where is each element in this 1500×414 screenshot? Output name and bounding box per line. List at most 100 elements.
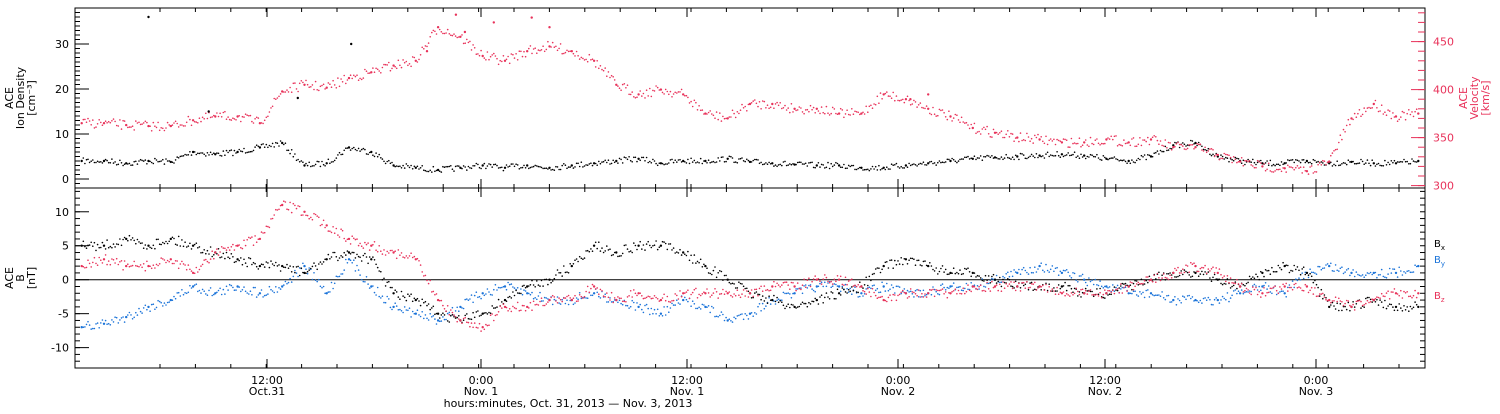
by-point bbox=[747, 318, 750, 320]
bx-point bbox=[728, 281, 731, 284]
by-point bbox=[302, 262, 304, 265]
by-point bbox=[142, 307, 145, 309]
bx-point bbox=[1282, 261, 1284, 264]
velocity-point bbox=[790, 103, 793, 105]
by-point bbox=[820, 281, 823, 284]
velocity-point bbox=[960, 116, 963, 119]
density-point bbox=[739, 157, 742, 160]
bx-point bbox=[1275, 270, 1278, 273]
velocity-point bbox=[305, 79, 307, 82]
density-point bbox=[946, 158, 949, 161]
velocity-point bbox=[679, 91, 681, 93]
by-point bbox=[1315, 273, 1318, 276]
by-point bbox=[1131, 292, 1133, 295]
density-point bbox=[308, 161, 311, 164]
density-point bbox=[263, 146, 266, 148]
bz-point bbox=[825, 276, 828, 279]
bz-point bbox=[1019, 290, 1022, 292]
bx-point bbox=[1415, 303, 1418, 306]
density-point bbox=[599, 162, 602, 165]
velocity-point bbox=[551, 41, 554, 44]
density-point bbox=[837, 164, 841, 167]
by-point bbox=[644, 304, 646, 307]
bx-point bbox=[1380, 301, 1383, 303]
bz-point bbox=[1077, 290, 1079, 293]
bx-point bbox=[1197, 275, 1200, 278]
bx-point bbox=[483, 312, 486, 314]
bx-point bbox=[1210, 280, 1213, 283]
by-point bbox=[814, 290, 816, 293]
by-point bbox=[503, 285, 507, 288]
density-point bbox=[1201, 145, 1203, 148]
bz-point bbox=[1102, 293, 1105, 296]
bx-point bbox=[847, 288, 850, 291]
bx-point bbox=[586, 249, 589, 252]
density-point bbox=[995, 157, 998, 159]
by-point bbox=[368, 287, 371, 289]
density-point bbox=[924, 164, 926, 166]
bx-point bbox=[575, 258, 578, 260]
by-point bbox=[1073, 272, 1076, 275]
legend-sub: y bbox=[1441, 260, 1445, 268]
by-point bbox=[267, 293, 269, 295]
density-point bbox=[1035, 153, 1038, 155]
density-point bbox=[258, 146, 262, 149]
bx-point bbox=[652, 245, 654, 247]
bz-point bbox=[663, 293, 665, 296]
density-point bbox=[1078, 157, 1081, 159]
by-point bbox=[1067, 271, 1069, 274]
bz-point bbox=[666, 295, 669, 298]
bz-point bbox=[609, 299, 611, 301]
bz-point bbox=[1169, 274, 1171, 277]
velocity-point bbox=[730, 116, 732, 118]
bx-point bbox=[362, 254, 365, 257]
bz-point bbox=[1396, 293, 1399, 295]
bx-point bbox=[1288, 271, 1291, 274]
density-point bbox=[815, 164, 818, 167]
bz-point bbox=[1089, 289, 1092, 291]
bz-point bbox=[419, 264, 422, 266]
bx-point bbox=[590, 248, 592, 250]
by-point bbox=[190, 287, 193, 289]
velocity-point bbox=[736, 111, 739, 113]
density-point bbox=[211, 153, 213, 156]
bz-point bbox=[809, 285, 812, 288]
velocity-point bbox=[1159, 140, 1162, 142]
density-point bbox=[486, 165, 489, 167]
velocity-point bbox=[316, 89, 319, 91]
by-point bbox=[414, 312, 417, 315]
bx-point bbox=[1131, 288, 1133, 291]
bx-point bbox=[677, 252, 680, 254]
density-point bbox=[1145, 158, 1147, 161]
by-point bbox=[432, 315, 435, 317]
velocity-outlier-point bbox=[548, 26, 551, 29]
bx-point bbox=[1263, 275, 1265, 278]
density-point bbox=[1139, 158, 1141, 161]
bx-point bbox=[111, 246, 113, 249]
bx-point bbox=[179, 245, 182, 247]
by-point bbox=[367, 283, 369, 285]
bx-point bbox=[1330, 304, 1332, 306]
by-point bbox=[956, 286, 958, 289]
bz-point bbox=[1022, 281, 1025, 284]
by-point bbox=[1091, 279, 1093, 282]
bz-point bbox=[434, 293, 436, 296]
density-point bbox=[219, 154, 221, 157]
bx-point bbox=[1279, 267, 1281, 269]
by-point bbox=[862, 295, 864, 297]
density-point bbox=[730, 155, 732, 158]
bz-point bbox=[668, 300, 670, 303]
bz-point bbox=[836, 275, 839, 277]
by-point bbox=[227, 289, 229, 291]
by-point bbox=[249, 290, 252, 293]
by-point bbox=[659, 312, 663, 315]
bx-point bbox=[733, 283, 735, 285]
velocity-point bbox=[432, 29, 435, 32]
density-point bbox=[424, 169, 427, 172]
by-point bbox=[895, 285, 898, 288]
bz-point bbox=[257, 238, 260, 240]
bx-point bbox=[341, 256, 344, 258]
by-point bbox=[592, 292, 596, 295]
velocity-point bbox=[1388, 110, 1391, 112]
bz-point bbox=[824, 274, 826, 276]
